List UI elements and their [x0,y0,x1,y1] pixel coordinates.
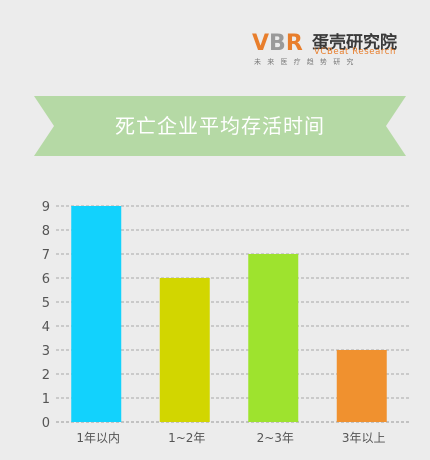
vbr-logo-mark: VBR [252,31,303,54]
y-tick-label: 8 [42,224,50,239]
x-tick-label: 1~2年 [168,431,205,445]
logo-mark-letter: V [252,31,269,54]
bar [336,350,387,422]
x-tick-label: 1年以内 [76,431,120,445]
y-tick-label: 3 [42,344,50,359]
y-tick-label: 0 [42,416,50,431]
y-tick-label: 9 [42,200,50,215]
chart-title: 死亡企业平均存活时间 [115,114,325,138]
banner-ribbon [34,96,406,156]
bar [71,206,122,422]
banner-ribbon-shape [34,96,406,156]
y-tick-label: 7 [42,248,50,263]
title-banner: 死亡企业平均存活时间 [34,96,406,156]
vcbeat-logo: VBR 蛋壳研究院 VCBeat Research 未来医疗趋势研究 [252,24,412,70]
y-tick-label: 4 [42,320,50,335]
y-tick-label: 5 [42,296,50,311]
bar [159,278,210,422]
x-tick-labels: 1年以内 1~2年 2~3年 3年以上 [76,431,385,445]
bar [248,254,299,422]
y-tick-label: 1 [42,392,50,407]
x-tick-label: 2~3年 [257,431,294,445]
logo-mark-letter: R [286,31,303,54]
logo-name-cn: 蛋壳研究院 [312,33,397,53]
logo-mark-text: VBR [252,31,303,54]
y-tick-label: 6 [42,272,50,287]
logo-name-en: VCBeat Research [314,47,397,57]
y-tick-labels: 0 1 2 3 4 5 6 7 8 9 [42,200,50,431]
x-tick-label: 3年以上 [342,431,386,445]
logo-mark-letter: B [269,31,286,54]
y-tick-label: 2 [42,368,50,383]
bars [71,206,387,422]
logo-tagline: 未来医疗趋势研究 [254,58,360,66]
